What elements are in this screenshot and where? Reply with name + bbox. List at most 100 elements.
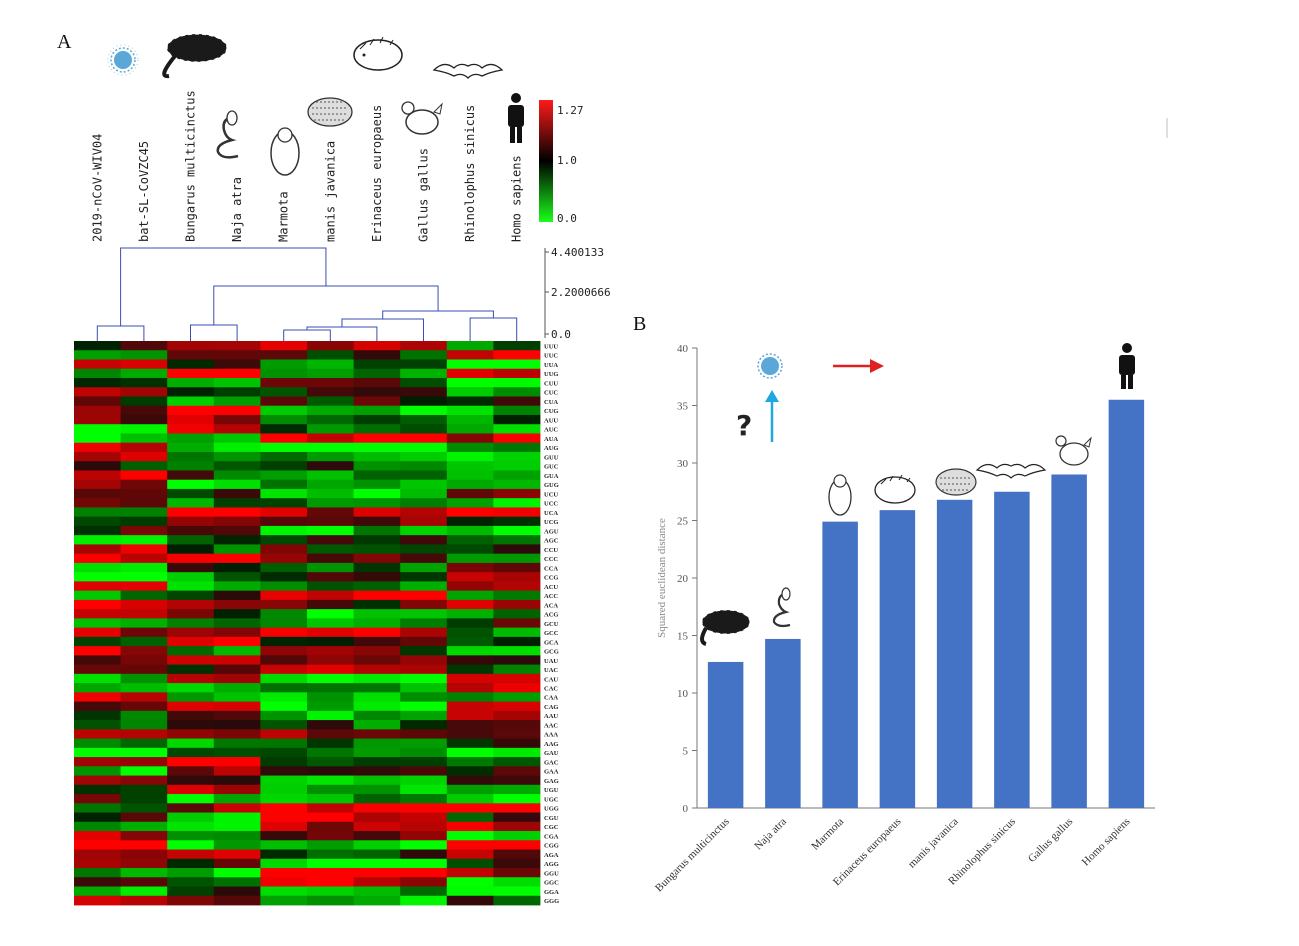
heatmap-cell	[213, 729, 261, 739]
heatmap-cell	[74, 618, 121, 629]
heatmap-cell	[260, 646, 308, 656]
column-label: bat-SL-CoVZC45	[137, 141, 151, 242]
heatmap-cell	[353, 377, 401, 388]
heatmap-cell	[260, 766, 308, 776]
heatmap-cell	[493, 535, 541, 545]
codon-label: AGU	[544, 528, 559, 535]
heatmap-cell	[400, 581, 448, 592]
heatmap-cell	[74, 387, 121, 397]
heatmap-cell	[353, 433, 401, 444]
heatmap-cell	[353, 368, 401, 379]
codon-label: GUU	[544, 454, 559, 461]
panel-label-b: B	[633, 313, 646, 335]
heatmap-cell	[74, 479, 121, 490]
heatmap-cell	[167, 359, 215, 370]
heatmap-cell	[400, 646, 448, 656]
heatmap-cell	[307, 516, 354, 527]
heatmap-cell	[74, 747, 121, 758]
heatmap-cell	[353, 414, 401, 425]
heatmap-cell	[307, 877, 354, 887]
dendrogram-link	[283, 329, 331, 341]
heatmap-cell	[446, 794, 494, 804]
heatmap-cell	[353, 646, 401, 656]
heatmap-cell	[213, 701, 261, 712]
heatmap-cell	[260, 627, 308, 638]
heatmap-cell	[353, 868, 401, 878]
heatmap-cell	[307, 683, 354, 693]
heatmap-cell	[213, 618, 261, 629]
heatmap-cell	[400, 840, 448, 850]
heatmap-cell	[167, 387, 215, 397]
codon-label: AGG	[544, 861, 559, 868]
heatmap-cell	[353, 766, 401, 776]
codon-label: UAU	[544, 658, 558, 665]
heatmap-cell	[353, 775, 401, 786]
heatmap-cell	[446, 673, 494, 684]
heatmap-cell	[307, 590, 354, 601]
heatmap-cell	[307, 359, 354, 370]
codon-label: CCG	[544, 575, 558, 582]
heatmap-cell	[446, 535, 494, 545]
heatmap-cell	[74, 812, 121, 823]
heatmap-cell	[167, 590, 215, 601]
heatmap-cell	[400, 831, 448, 841]
x-tick-label: Naja atra	[752, 816, 789, 853]
heatmap-cell	[353, 396, 401, 407]
heatmap-cell	[74, 544, 121, 555]
heatmap-cell	[353, 470, 401, 481]
heatmap-cell	[74, 341, 121, 351]
heatmap-cell	[400, 720, 448, 730]
heatmap-cell	[446, 488, 494, 499]
heatmap-cell	[307, 720, 354, 730]
heatmap-cell	[446, 692, 494, 702]
heatmap-cell	[307, 849, 354, 860]
heatmap-cell	[167, 414, 215, 425]
heatmap-cell	[307, 377, 354, 388]
heatmap-cell	[446, 562, 494, 573]
codon-label: UGU	[544, 787, 559, 794]
heatmap-cell	[260, 535, 308, 545]
heatmap-cell	[74, 868, 121, 878]
heatmap-cell	[74, 655, 121, 666]
heatmap-cell	[446, 757, 494, 767]
bar	[1051, 474, 1087, 808]
heatmap-cell	[446, 609, 494, 619]
heatmap-cell	[260, 479, 308, 490]
heatmap-cell	[74, 609, 121, 619]
heatmap-cell	[120, 738, 168, 749]
heatmap-cell	[446, 840, 494, 850]
heatmap-cell	[167, 535, 215, 545]
heatmap-cell	[493, 433, 541, 444]
heatmap-cell	[167, 803, 215, 813]
heatmap-cell	[74, 488, 121, 499]
column-label: Bungarus multicinctus	[184, 90, 198, 242]
heatmap-cell	[307, 498, 354, 508]
krait-icon	[162, 33, 228, 79]
bar	[1108, 399, 1145, 808]
virus-icon	[107, 44, 139, 76]
heatmap-cell	[493, 377, 541, 388]
heatmap-cell	[493, 581, 541, 592]
heatmap-cell	[74, 701, 121, 712]
heatmap-cell	[260, 757, 308, 767]
heatmap-cell	[260, 618, 308, 629]
heatmap-cell	[167, 895, 215, 906]
heatmap-cell	[307, 433, 354, 444]
heatmap-cell	[213, 387, 261, 397]
heatmap-cell	[446, 812, 494, 823]
heatmap-cell	[260, 414, 308, 425]
y-tick-label: 20	[677, 573, 689, 585]
heatmap-cell	[446, 405, 494, 416]
heatmap-cell	[260, 886, 308, 897]
heatmap-cell	[493, 368, 541, 379]
heatmap-cell	[213, 590, 261, 601]
heatmap-cell	[74, 405, 121, 416]
heatmap-cell	[167, 636, 215, 647]
heatmap-cell	[74, 646, 121, 656]
heatmap-cell	[493, 636, 541, 647]
heatmap-cell	[74, 877, 121, 887]
codon-label: CAA	[544, 695, 558, 702]
heatmap-cell	[120, 636, 168, 647]
heatmap-cell	[213, 516, 261, 527]
heatmap-cell	[167, 377, 215, 388]
